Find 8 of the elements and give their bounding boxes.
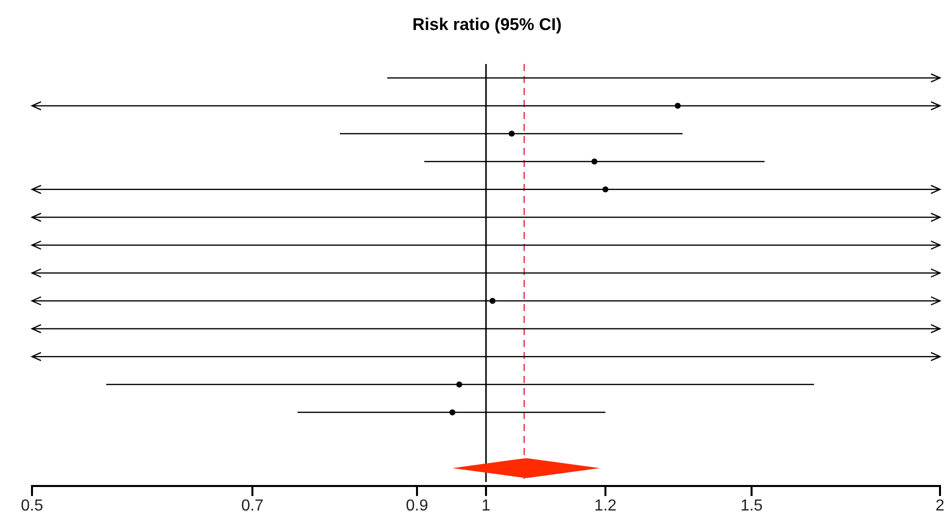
x-tick-label: 1 (482, 497, 491, 514)
x-tick-label: 1.2 (594, 497, 617, 514)
x-tick-label: 0.7 (241, 497, 264, 514)
x-tick-label: 0.9 (406, 497, 428, 514)
x-tick-label: 0.5 (20, 497, 44, 514)
x-tick-label: 1.5 (740, 497, 763, 514)
x-tick-label: 2 (936, 497, 945, 514)
chart-title: Risk ratio (95% CI) (412, 15, 562, 34)
